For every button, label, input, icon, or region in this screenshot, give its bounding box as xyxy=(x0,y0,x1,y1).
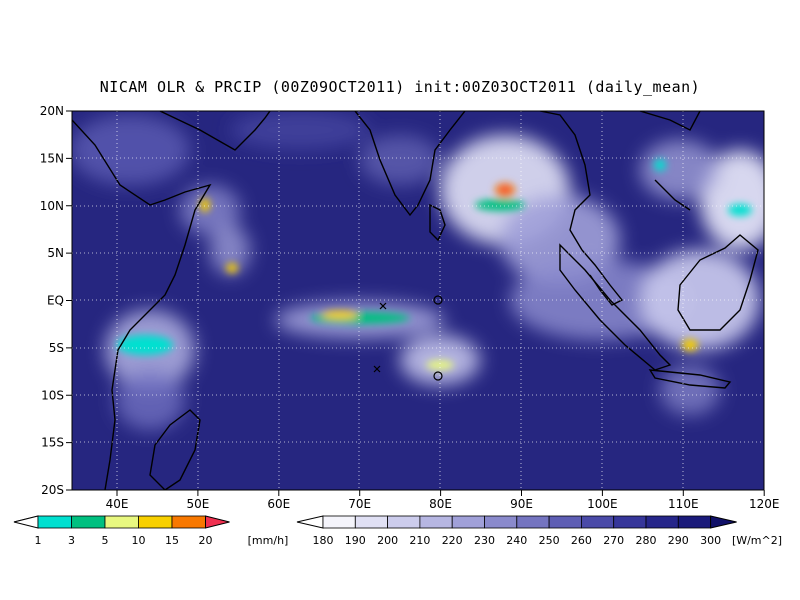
olr-level-label: 250 xyxy=(539,534,560,547)
precip-level-label: 5 xyxy=(102,534,109,547)
precip-level-label: 1 xyxy=(35,534,42,547)
o-marker xyxy=(433,295,443,305)
colorbar-swatch xyxy=(37,515,72,529)
lat-tick-label: 5N xyxy=(47,246,64,260)
lat-tick-label: 10S xyxy=(41,388,64,402)
x-marker xyxy=(373,365,381,373)
colorbar-swatch xyxy=(581,515,615,529)
lat-tick-label: 5S xyxy=(49,341,64,355)
colorbar-swatch xyxy=(613,515,647,529)
borneo-coast xyxy=(677,234,759,331)
indochina-coast xyxy=(639,111,701,211)
olr-level-label: 290 xyxy=(668,534,689,547)
storm-markers xyxy=(373,295,443,381)
olr-level-label: 260 xyxy=(571,534,592,547)
colorbar-swatch xyxy=(645,515,679,529)
precip-cells xyxy=(117,159,752,370)
colorbar-swatch xyxy=(71,515,106,529)
olr-level-label: 190 xyxy=(345,534,366,547)
colorbar-swatch xyxy=(451,515,485,529)
o-marker xyxy=(433,371,443,381)
colorbar-swatch xyxy=(104,515,139,529)
colorbar-under-arrow xyxy=(13,515,39,529)
olr-level-label: 270 xyxy=(603,534,624,547)
map-title: NICAM OLR & PRCIP (00Z09OCT2011) init:00… xyxy=(99,78,701,96)
precip-unit-label: [mm/h] xyxy=(248,534,289,547)
olr-level-label: 180 xyxy=(313,534,334,547)
colorbar-swatch xyxy=(677,515,711,529)
madagascar-coast xyxy=(149,409,201,490)
java-coast xyxy=(648,369,732,389)
lon-tick-label: 90E xyxy=(510,497,533,511)
lat-axis: 20N 15N 10N 5N EQ 5S 10S 15S 20S xyxy=(40,104,72,497)
lon-tick-label: 50E xyxy=(186,497,209,511)
arabia-coast xyxy=(159,111,271,151)
olr-level-label: 240 xyxy=(506,534,527,547)
colorbar-swatch xyxy=(387,515,421,529)
lon-tick-label: 120E xyxy=(749,497,780,511)
colorbar-under-arrow xyxy=(296,515,324,529)
lat-tick-label: 20S xyxy=(41,483,64,497)
precip-level-label: 20 xyxy=(199,534,213,547)
lon-axis: 40E 50E 60E 70E 80E 90E 100E 110E 120E xyxy=(106,490,780,511)
precip-level-label: 10 xyxy=(132,534,146,547)
lon-tick-label: 100E xyxy=(587,497,618,511)
lat-tick-label: 15N xyxy=(40,151,64,165)
x-marker xyxy=(379,302,387,310)
precip-level-label: 3 xyxy=(68,534,75,547)
olr-level-label: 300 xyxy=(700,534,721,547)
lat-tick-label: 10N xyxy=(40,199,64,213)
india-coast xyxy=(354,111,466,217)
colorbar-swatch xyxy=(354,515,388,529)
precip-colorbar: 1 3 5 10 15 20 [mm/h] xyxy=(13,515,289,547)
colorbar-swatch xyxy=(548,515,582,529)
lon-tick-label: 40E xyxy=(106,497,129,511)
bay-east-coast xyxy=(539,111,591,251)
olr-unit-label: [W/m^2] xyxy=(732,534,782,547)
malay-peninsula xyxy=(581,249,624,306)
srilanka-coast xyxy=(429,203,446,242)
colorbar-swatch xyxy=(419,515,453,529)
olr-colorbar: 180 190 200 210 220 230 240 250 260 270 280 290 300 [… xyxy=(296,515,782,547)
sumatra-coast xyxy=(559,243,672,371)
colorbar-swatch xyxy=(484,515,518,529)
olr-level-label: 200 xyxy=(377,534,398,547)
olr-level-label: 210 xyxy=(409,534,430,547)
colorbar-swatch xyxy=(138,515,173,529)
lon-tick-label: 110E xyxy=(668,497,699,511)
lat-tick-label: 15S xyxy=(41,436,64,450)
colorbar-over-arrow xyxy=(710,515,737,529)
lon-tick-label: 60E xyxy=(267,497,290,511)
precip-level-label: 15 xyxy=(165,534,179,547)
colorbar-swatch xyxy=(516,515,550,529)
olr-level-label: 230 xyxy=(474,534,495,547)
map-gridlines xyxy=(72,111,764,490)
lon-tick-label: 70E xyxy=(348,497,371,511)
map-area xyxy=(72,111,764,490)
colorbar-swatch xyxy=(171,515,206,529)
olr-cloud-field xyxy=(72,111,764,430)
olr-level-label: 280 xyxy=(636,534,657,547)
olr-level-label: 220 xyxy=(442,534,463,547)
lat-tick-label: 20N xyxy=(40,104,64,118)
lon-tick-label: 80E xyxy=(429,497,452,511)
colorbar-swatch xyxy=(322,515,356,529)
lat-tick-label: EQ xyxy=(47,294,64,308)
colorbar-over-arrow xyxy=(205,515,230,529)
